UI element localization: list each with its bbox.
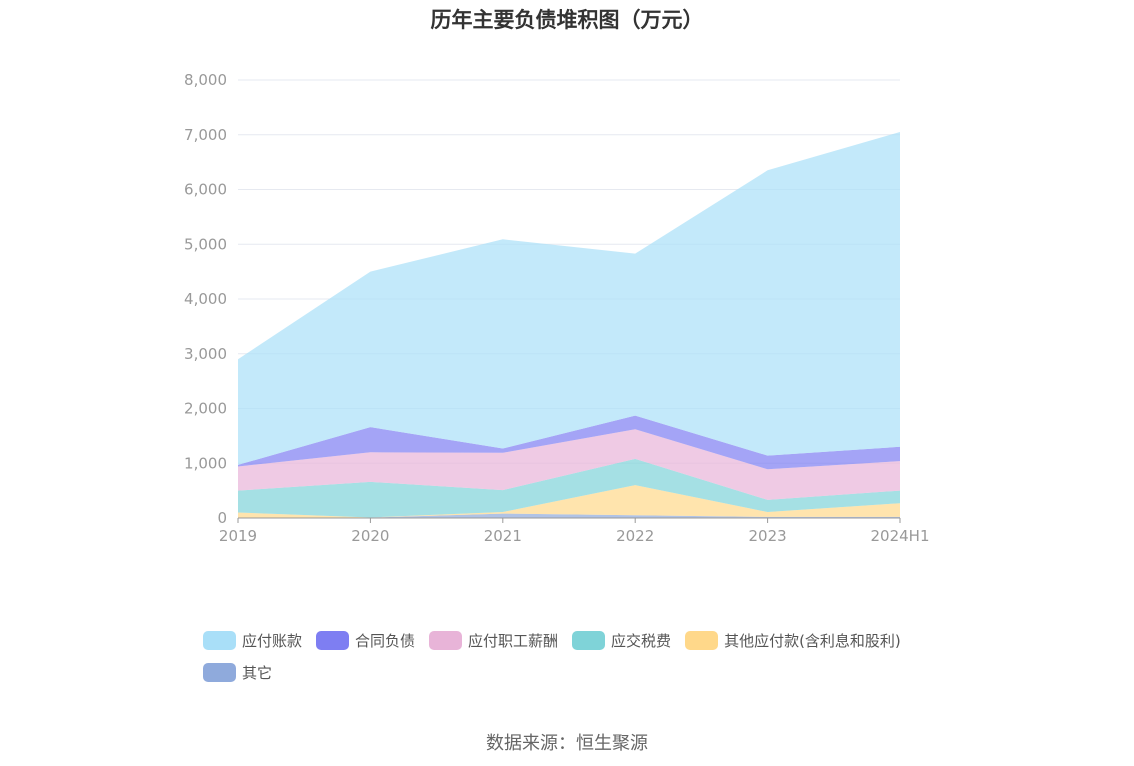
y-tick-label: 0 xyxy=(217,509,227,527)
legend-label: 应付账款 xyxy=(242,631,303,650)
area-series-4[interactable] xyxy=(238,415,900,470)
legend-swatch xyxy=(316,630,350,650)
area-series-2[interactable] xyxy=(238,458,900,518)
legend: 应付账款 合同负债 应付职工薪酬 应交税费 其他应付款(含利息和股利) 其它 xyxy=(203,630,963,682)
axes: 0 1,000 2,000 3,000 4,000 5,000 6,000 7,000 8,00… xyxy=(184,71,929,545)
area-series xyxy=(238,132,900,518)
legend-label: 其他应付款(含利息和股利) xyxy=(724,631,901,650)
x-tick-label: 2020 xyxy=(351,527,389,545)
y-tick-label: 2,000 xyxy=(184,400,227,418)
legend-item[interactable]: 其它 xyxy=(203,662,272,682)
legend-swatch xyxy=(429,630,463,650)
legend-label: 合同负债 xyxy=(355,631,416,650)
legend-item[interactable]: 应付账款 xyxy=(203,630,302,650)
x-tick-label: 2022 xyxy=(616,527,654,545)
legend-swatch xyxy=(572,630,606,650)
legend-item[interactable]: 合同负债 xyxy=(316,630,415,650)
y-tick-label: 3,000 xyxy=(184,345,227,363)
y-tick-label: 1,000 xyxy=(184,454,227,472)
x-tick-label: 2023 xyxy=(749,527,787,545)
area-series-0[interactable] xyxy=(238,513,900,518)
x-tick-label: 2021 xyxy=(484,527,522,545)
y-tick-label: 7,000 xyxy=(184,126,227,144)
legend-label: 应交税费 xyxy=(611,631,672,650)
x-tick-label: 2024H1 xyxy=(871,527,930,545)
y-tick-label: 5,000 xyxy=(184,235,227,253)
legend-swatch xyxy=(203,662,236,682)
y-tick-label: 8,000 xyxy=(184,71,227,89)
area-series-1[interactable] xyxy=(238,485,900,518)
area-series-5[interactable] xyxy=(238,132,900,465)
legend-swatch xyxy=(203,630,236,650)
chart-title: 历年主要负债堆积图（万元） xyxy=(430,8,704,32)
legend-swatch xyxy=(685,630,719,650)
legend-label: 应付职工薪酬 xyxy=(468,631,559,650)
area-series-3[interactable] xyxy=(238,429,900,500)
x-tick-label: 2019 xyxy=(219,527,257,545)
legend-item[interactable]: 其他应付款(含利息和股利) xyxy=(685,630,901,650)
legend-item[interactable]: 应交税费 xyxy=(572,630,671,650)
legend-label: 其它 xyxy=(242,663,273,682)
y-tick-label: 4,000 xyxy=(184,290,227,308)
legend-item[interactable]: 应付职工薪酬 xyxy=(429,630,558,650)
y-tick-label: 6,000 xyxy=(184,181,227,199)
data-source-note: 数据来源：恒生聚源 xyxy=(486,733,648,754)
